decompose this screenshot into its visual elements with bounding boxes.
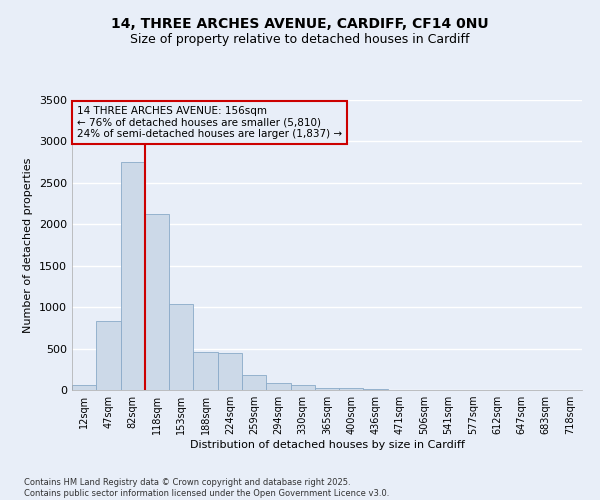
Bar: [242, 374, 266, 390]
Text: 14, THREE ARCHES AVENUE, CARDIFF, CF14 0NU: 14, THREE ARCHES AVENUE, CARDIFF, CF14 0…: [111, 18, 489, 32]
Bar: [96, 321, 121, 390]
Bar: [121, 162, 145, 390]
Bar: [290, 385, 315, 390]
Bar: [364, 389, 388, 390]
Bar: [169, 304, 193, 390]
Text: Contains HM Land Registry data © Crown copyright and database right 2025.
Contai: Contains HM Land Registry data © Crown c…: [24, 478, 389, 498]
Bar: [145, 214, 169, 390]
X-axis label: Distribution of detached houses by size in Cardiff: Distribution of detached houses by size …: [190, 440, 464, 450]
Bar: [339, 388, 364, 390]
Bar: [266, 383, 290, 390]
Bar: [72, 386, 96, 390]
Y-axis label: Number of detached properties: Number of detached properties: [23, 158, 34, 332]
Bar: [315, 388, 339, 390]
Bar: [193, 352, 218, 390]
Bar: [218, 352, 242, 390]
Text: Size of property relative to detached houses in Cardiff: Size of property relative to detached ho…: [130, 32, 470, 46]
Text: 14 THREE ARCHES AVENUE: 156sqm
← 76% of detached houses are smaller (5,810)
24% : 14 THREE ARCHES AVENUE: 156sqm ← 76% of …: [77, 106, 342, 139]
